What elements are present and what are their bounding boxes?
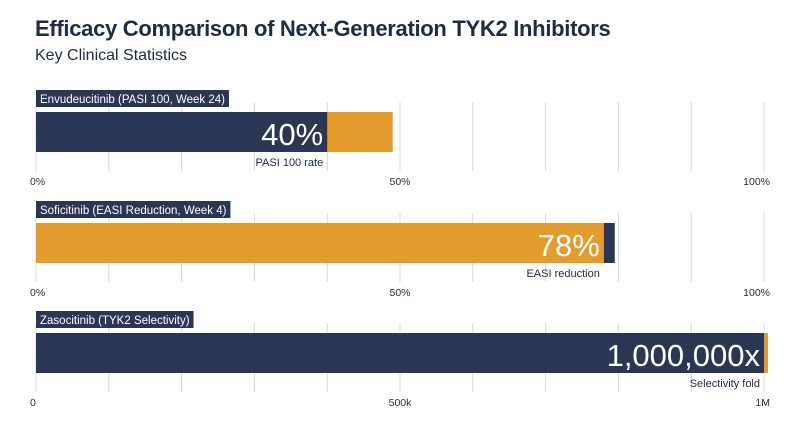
tick-label: 0 [30, 397, 36, 409]
caption-label: EASI reduction [526, 268, 599, 280]
navy-cap [603, 223, 615, 263]
tick-label: 0% [30, 287, 45, 299]
value-label: 1,000,000x [607, 338, 761, 373]
panel-label: Envudeucitinib (PASI 100, Week 24) [40, 94, 225, 106]
chart-title: Efficacy Comparison of Next-Generation T… [35, 16, 611, 41]
value-label: 40% [261, 117, 323, 152]
tick-label: 0% [30, 176, 45, 188]
stat-panel-1: Envudeucitinib (PASI 100, Week 24) 40% PAS… [30, 90, 770, 188]
tick-label: 500k [389, 397, 413, 409]
panel-label-box [36, 90, 229, 107]
value-bar [36, 112, 328, 152]
value-label: 78% [538, 228, 600, 263]
tick-label: 100% [743, 287, 770, 299]
caption-label: PASI 100 rate [256, 157, 324, 169]
stat-panel-3: Zasocitinib (TYK2 Selectivity) 1,000,000x… [30, 311, 770, 409]
tick-label: 100% [743, 176, 770, 188]
caption-label: Selectivity fold [690, 378, 760, 390]
value-bar [36, 333, 764, 373]
stat-panel-2: Soficitinib (EASI Reduction, Week 4) 78% E… [30, 201, 770, 299]
panel-label: Soficitinib (EASI Reduction, Week 4) [40, 205, 227, 217]
panel-label-box [36, 201, 231, 218]
tick-label: 50% [389, 176, 410, 188]
tick-label: 50% [389, 287, 410, 299]
panel-label-box [36, 311, 194, 328]
orange-bar [36, 223, 604, 263]
panel-label: Zasocitinib (TYK2 Selectivity) [40, 315, 190, 327]
chart-subtitle: Key Clinical Statistics [35, 47, 188, 64]
tick-label: 1M [755, 397, 770, 409]
